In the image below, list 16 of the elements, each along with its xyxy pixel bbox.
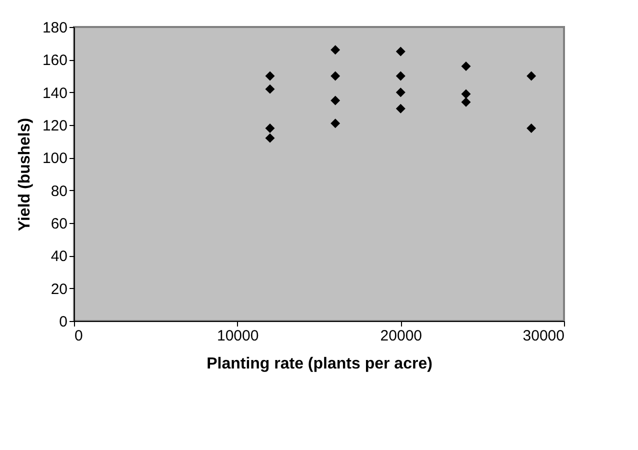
x-tick-label: 0 [74,328,83,344]
y-tick-label: 180 [42,20,68,36]
x-tick-label: 10000 [216,328,259,344]
y-tick-label: 0 [59,314,68,330]
y-tick-label: 80 [50,182,68,200]
x-tick-label: 20000 [380,328,422,344]
y-tick-label: 20 [50,280,68,298]
y-tick-label: 140 [42,84,68,102]
x-tick-label: 30000 [522,328,564,344]
y-tick-label: 160 [42,52,68,70]
y-tick-label: 120 [42,118,68,134]
x-axis-title: Planting rate (plants per acre) [206,356,432,372]
y-tick-label: 40 [50,248,68,266]
y-axis-title: Yield (bushels) [16,118,34,232]
y-tick-label: 100 [42,150,68,168]
y-tick-label: 60 [50,216,68,232]
